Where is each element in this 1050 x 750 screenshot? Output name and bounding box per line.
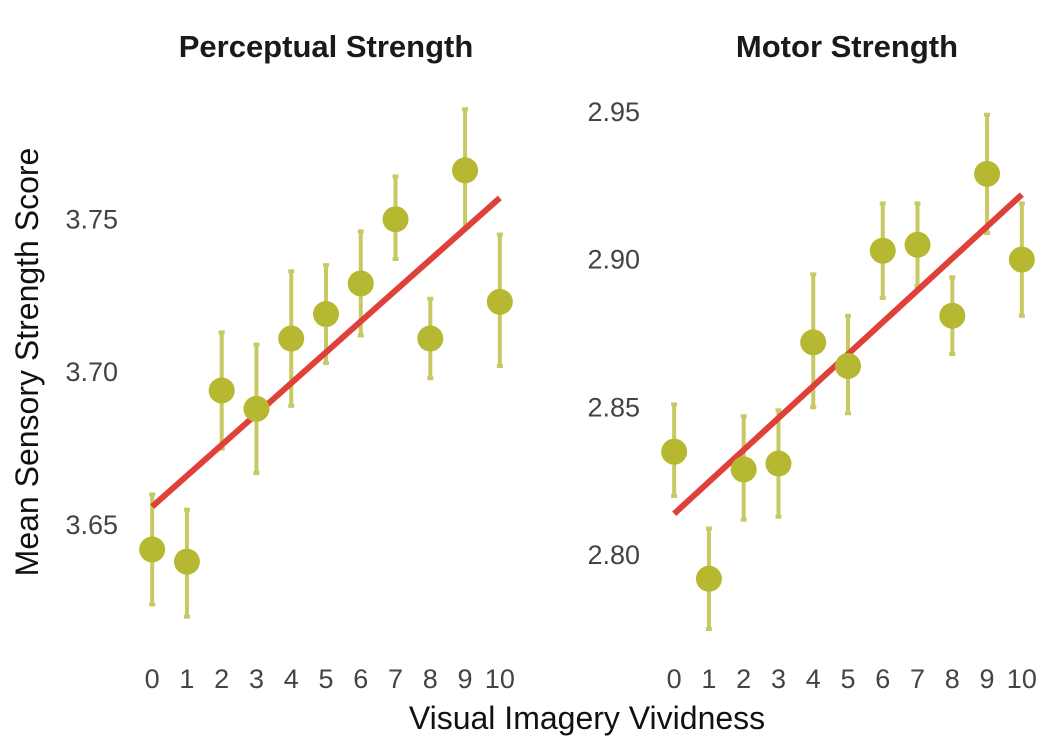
data-point: [800, 329, 827, 356]
data-point: [835, 352, 861, 379]
data-points: [661, 160, 1035, 592]
x-tick-label: 1: [701, 664, 716, 694]
panel-title: Motor Strength: [736, 29, 958, 64]
data-point: [243, 395, 270, 422]
data-point: [173, 548, 200, 575]
data-points: [139, 157, 513, 575]
data-point: [939, 302, 966, 329]
data-point: [661, 438, 688, 465]
x-tick-label: 9: [980, 664, 995, 694]
x-ticks: 0 1 2 3 4 5 6 7 8 9 10: [667, 664, 1037, 694]
data-point: [869, 237, 896, 264]
data-point: [730, 456, 757, 483]
data-point: [486, 288, 513, 315]
x-tick-label: 2: [736, 664, 751, 694]
y-tick-label: 3.75: [65, 204, 118, 234]
data-point: [382, 206, 409, 233]
x-tick-label: 6: [353, 664, 368, 694]
x-tick-label: 8: [423, 664, 438, 694]
y-ticks: 2.80 2.85 2.90 2.95: [587, 97, 640, 570]
data-point: [904, 231, 931, 258]
data-point: [139, 536, 166, 563]
y-tick-label: 3.70: [65, 357, 118, 387]
data-point: [974, 160, 1001, 187]
x-tick-label: 10: [1007, 664, 1037, 694]
x-tick-label: 10: [485, 664, 515, 694]
data-point: [278, 325, 305, 352]
panel-title: Perceptual Strength: [179, 29, 474, 64]
fit-line: [150, 195, 502, 509]
data-point: [347, 270, 374, 297]
x-axis-label: Visual Imagery Vividness: [409, 700, 765, 736]
x-ticks: 0 1 2 3 4 5 6 7 8 9 10: [145, 664, 515, 694]
x-tick-label: 0: [667, 664, 682, 694]
x-tick-label: 5: [840, 664, 855, 694]
y-axis-label: Mean Sensory Strength Score: [9, 148, 45, 577]
data-point: [695, 565, 722, 592]
data-point: [452, 157, 479, 184]
x-tick-label: 6: [875, 664, 890, 694]
data-point: [1008, 246, 1035, 273]
data-point: [313, 301, 339, 328]
y-tick-label: 2.80: [587, 540, 640, 570]
data-point: [765, 450, 792, 477]
y-tick-label: 2.90: [587, 245, 640, 275]
x-tick-label: 3: [771, 664, 786, 694]
data-point: [417, 325, 444, 352]
x-tick-label: 0: [145, 664, 160, 694]
error-bars: [149, 107, 503, 619]
x-tick-label: 7: [388, 664, 403, 694]
fit-line-group: [150, 195, 502, 509]
x-tick-label: 7: [910, 664, 925, 694]
x-tick-label: 1: [179, 664, 194, 694]
x-tick-label: 5: [318, 664, 333, 694]
x-tick-label: 3: [249, 664, 264, 694]
x-tick-label: 9: [458, 664, 473, 694]
y-tick-label: 2.85: [587, 392, 640, 422]
x-tick-label: 8: [945, 664, 960, 694]
x-tick-label: 4: [806, 664, 821, 694]
y-ticks: 3.65 3.70 3.75: [65, 204, 118, 540]
x-tick-label: 2: [214, 664, 229, 694]
data-point: [208, 377, 235, 404]
y-tick-label: 2.95: [587, 97, 640, 127]
y-tick-label: 3.65: [65, 510, 118, 540]
x-tick-label: 4: [284, 664, 299, 694]
